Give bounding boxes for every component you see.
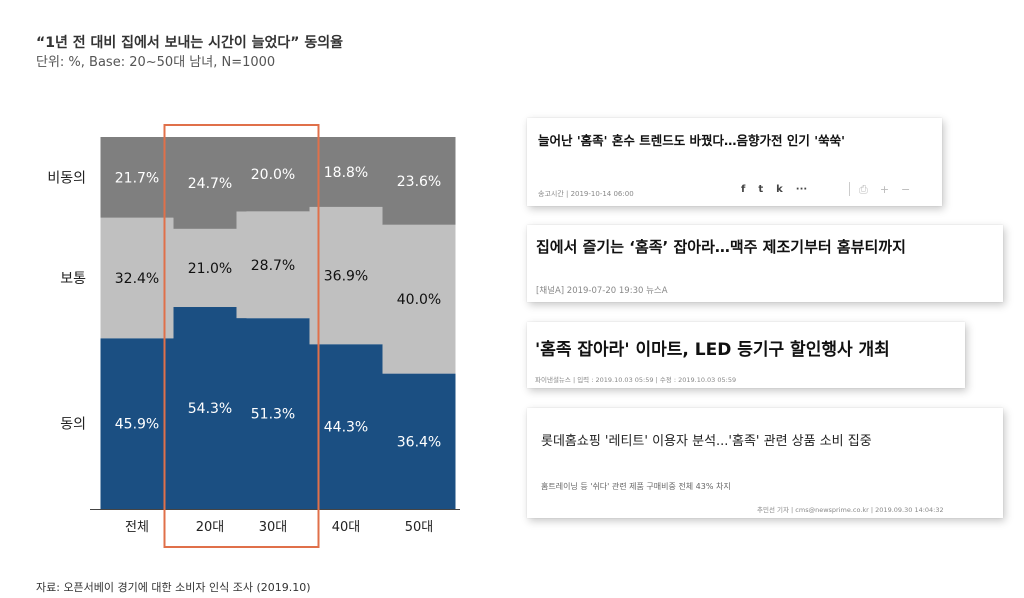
article-1-headline[interactable]: 늘어난 '홈족' 혼수 트렌드도 바꿨다…음향가전 인기 '쑥쑥' <box>538 133 845 148</box>
data-label: 36.4% <box>397 434 441 450</box>
data-label: 20.0% <box>251 167 295 183</box>
article-3-headline[interactable]: '홈족 잡아라' 이마트, LED 등기구 할인행사 개최 <box>535 340 890 360</box>
data-label: 51.3% <box>251 407 295 423</box>
article-card-4[interactable]: 롯데홈쇼핑 '레티트' 이용자 분석...'홈족' 관련 상품 소비 집중 홈트… <box>527 408 1003 518</box>
category-label: 전체 <box>125 520 149 535</box>
data-label: 54.3% <box>188 401 232 417</box>
twitter-icon[interactable]: t <box>758 184 764 195</box>
bar-segment-neutral <box>100 217 174 339</box>
zoom-in-icon[interactable]: + <box>879 183 890 196</box>
print-icon[interactable]: ⎙ <box>859 183 868 196</box>
bar-segment-neutral <box>173 228 247 308</box>
article-4-meta: 추민선 기자 | cms@newsprime.co.kr | 2019.09.3… <box>757 506 944 514</box>
stacked-bar-chart: 45.9% 32.4% 21.7% 전체 54.3% 21.0% 24.7% 20대 51.3%… <box>47 124 460 548</box>
kakao-icon[interactable]: k <box>776 184 783 195</box>
article-2-headline[interactable]: 집에서 즐기는 ‘홈족’ 잡아라…맥주 제조기부터 홈뷰티까지 <box>536 238 906 256</box>
data-label: 23.6% <box>397 174 441 190</box>
bar-segment-agree <box>382 373 456 509</box>
article-3-meta: 파이낸셜뉴스 | 입력 : 2019.10.03 05:59 | 수정 : 20… <box>535 376 737 384</box>
article-card-2[interactable]: 집에서 즐기는 ‘홈족’ 잡아라…맥주 제조기부터 홈뷰티까지 [채널A] 20… <box>527 225 1003 302</box>
bar-segment-agree <box>309 344 383 509</box>
category-label: 40대 <box>332 520 361 535</box>
bar-segment-agree <box>100 338 174 509</box>
bar-segment-disagree <box>309 137 383 207</box>
data-label: 32.4% <box>115 271 159 287</box>
highlight-box <box>163 124 320 548</box>
share-icons: f t k ··· <box>741 184 807 195</box>
category-label: 30대 <box>259 520 288 535</box>
category-label: 50대 <box>405 520 434 535</box>
bar-segment-disagree <box>173 137 247 229</box>
tool-icons: ⎙ + − <box>859 183 910 197</box>
chart-subtitle: 단위: %, Base: 20~50대 남녀, N=1000 <box>36 55 276 70</box>
data-label: 28.7% <box>251 258 295 274</box>
data-label: 21.7% <box>115 170 159 186</box>
data-label: 18.8% <box>324 165 368 181</box>
article-card-1[interactable]: 늘어난 '홈족' 혼수 트렌드도 바꿨다…음향가전 인기 '쑥쑥' 송고시간 |… <box>527 118 942 206</box>
bar-segment-neutral <box>382 224 456 374</box>
data-label: 44.3% <box>324 420 368 436</box>
source-note: 자료: 오픈서베이 경기에 대한 소비자 인식 조사 (2019.10) <box>36 581 311 594</box>
article-1-meta: 송고시간 | 2019-10-14 06:00 <box>538 190 634 198</box>
divider <box>849 182 850 196</box>
facebook-icon[interactable]: f <box>741 184 746 195</box>
bar-segment-neutral <box>236 211 310 319</box>
bar-segment-neutral <box>309 206 383 345</box>
legend-label: 보통 <box>60 271 86 287</box>
legend-label: 동의 <box>60 417 86 433</box>
legend-label: 비동의 <box>47 170 86 186</box>
data-label: 45.9% <box>115 417 159 433</box>
more-icon[interactable]: ··· <box>795 184 808 195</box>
chart-title: “1년 전 대비 집에서 보내는 시간이 늘었다” 동의율 <box>36 35 343 51</box>
data-label: 40.0% <box>397 292 441 308</box>
data-label: 21.0% <box>188 261 232 277</box>
zoom-out-icon[interactable]: − <box>901 183 911 196</box>
bar-segment-agree <box>236 318 310 509</box>
data-label: 36.9% <box>324 269 368 285</box>
article-4-subline: 홈트레이닝 등 '쉬다' 관련 제품 구매비중 전체 43% 차지 <box>541 482 731 491</box>
category-label: 20대 <box>196 520 225 535</box>
article-2-meta: [채널A] 2019-07-20 19:30 뉴스A <box>536 286 668 296</box>
article-card-3[interactable]: '홈족 잡아라' 이마트, LED 등기구 할인행사 개최 파이낸셜뉴스 | 입… <box>527 322 965 388</box>
bar-segment-disagree <box>100 137 174 218</box>
bar-segment-disagree <box>382 137 456 225</box>
data-label: 24.7% <box>188 176 232 192</box>
bar-segment-disagree <box>236 137 310 212</box>
article-4-headline[interactable]: 롯데홈쇼핑 '레티트' 이용자 분석...'홈족' 관련 상품 소비 집중 <box>541 434 872 449</box>
bar-segment-agree <box>173 307 247 509</box>
